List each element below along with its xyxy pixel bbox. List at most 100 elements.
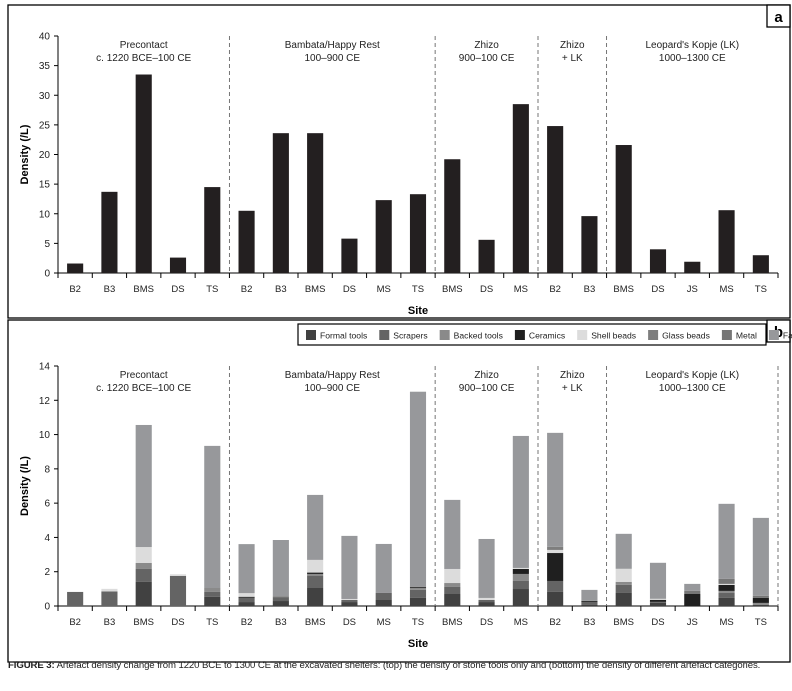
legend-label: Scrapers [393,331,427,341]
period-dates: + LK [562,53,583,64]
y-tick-label: 10 [39,430,51,441]
bar-segment-formal-tools [204,596,221,606]
bar-segment-backed-tools [135,562,152,569]
bar-segment-scrapers [718,592,735,598]
legend-swatch [648,330,659,340]
bar-segment-backed-tools [752,602,769,605]
bar-segment-formal-tools [478,602,495,606]
bar-segment-backed-tools [204,588,221,592]
bar-segment-ceramics [409,586,427,588]
legend-label: Shell beads [591,331,636,341]
bar-segment-scrapers [238,597,255,603]
y-axis-title: Density (/L) [19,456,31,516]
bar-segment-formal-tools [649,602,667,606]
panel-label-box [766,4,791,28]
bar-segment-fauna [444,499,461,569]
x-tick-label: DS [171,617,184,628]
x-tick-label: TS [206,617,218,628]
y-tick-label: 14 [39,362,51,373]
x-axis-title: Site [408,638,428,650]
bar-segment-scrapers [581,601,598,605]
bar-segment-metal [718,578,735,584]
bar-segment-fauna [684,583,701,591]
legend-swatch [439,330,450,340]
bar-segment-scrapers [512,580,529,590]
bar-segment-scrapers [341,600,358,603]
x-tick-label: JS [687,284,698,295]
bar-segment-scrapers [375,592,392,600]
bar-ds [169,257,187,273]
bar-segment-fauna [272,540,289,597]
bar-segment-ceramics [581,600,598,602]
x-tick-label: B3 [275,617,287,628]
x-tick-label: BMS [133,617,154,628]
legend-swatch [306,330,316,340]
period-dates: 1000–1300 CE [659,383,726,394]
period-label: Bambata/Happy Rest [285,40,380,51]
bar-segment-ceramics [547,553,564,581]
x-tick-label: TS [755,284,767,295]
x-tick-label: TS [412,617,424,628]
x-tick-label: BMS [613,284,634,295]
bar-segment-formal-tools [272,601,289,606]
bar-segment-formal-tools [307,588,324,606]
x-tick-label: TS [412,284,424,295]
panel-frame-b [7,319,791,663]
period-dates: + LK [562,383,583,394]
period-label: Zhizo [474,370,499,381]
bar-segment-shell-beads [307,559,324,573]
bar-segment-formal-tools [718,597,735,606]
legend-label: Glass beads [662,331,710,341]
period-dates: c. 1220 BCE–100 CE [96,53,191,64]
bar-segment-fauna [615,533,632,569]
bar-bms [307,133,324,273]
bar-segment-backed-tools [307,573,324,576]
bar-segment-formal-tools [375,600,392,606]
bar-segment-shell-beads [135,547,152,563]
bar-bms [135,74,152,273]
bar-segment-scrapers [649,601,667,603]
y-tick-label: 12 [39,396,51,407]
x-tick-label: B2 [241,284,253,295]
x-tick-label: MS [514,617,528,628]
bar-segment-fauna [581,589,598,601]
legend-swatch [379,330,390,340]
bar-segment-scrapers [307,576,324,588]
x-tick-label: B2 [69,617,81,628]
x-tick-label: MS [377,284,391,295]
bar-segment-fauna [307,494,324,560]
figure-caption: FIGURE 3: Artefact density change from 1… [8,660,788,673]
bar-ts [204,187,221,273]
period-dates: 900–100 CE [459,383,515,394]
bar-segment-shell-beads [101,588,118,592]
bar-segment-backed-tools [512,573,529,581]
bar-segment-ceramics [238,596,255,598]
bar-js [684,261,701,273]
x-tick-label: DS [480,617,493,628]
period-label: Precontact [120,370,168,381]
x-tick-label: DS [651,284,664,295]
bar-segment-shell-beads [169,574,187,576]
bar-b2 [238,210,255,273]
bar-b3 [101,191,118,273]
y-tick-label: 8 [44,464,50,475]
legend-label: Ceramics [529,331,565,341]
legend-label: Metal [736,331,757,341]
bar-segment-formal-tools [615,592,632,606]
x-tick-label: B2 [549,617,561,628]
bar-segment-formal-tools [752,604,769,606]
bar-segment-formal-tools [341,602,358,606]
bar-segment-fauna [752,517,769,596]
x-tick-label: B3 [584,617,596,628]
x-tick-label: B3 [104,284,116,295]
bar-segment-backed-tools [444,583,461,587]
bar-segment-fauna [478,538,495,598]
period-label: Zhizo [560,40,585,51]
period-label: Zhizo [560,370,585,381]
x-tick-label: B3 [584,284,596,295]
legend-label: Fauna [783,331,792,341]
bar-ds [341,238,358,273]
x-tick-label: MS [719,284,733,295]
bar-segment-ceramics [512,568,529,574]
bar-segment-ceramics [752,597,769,603]
